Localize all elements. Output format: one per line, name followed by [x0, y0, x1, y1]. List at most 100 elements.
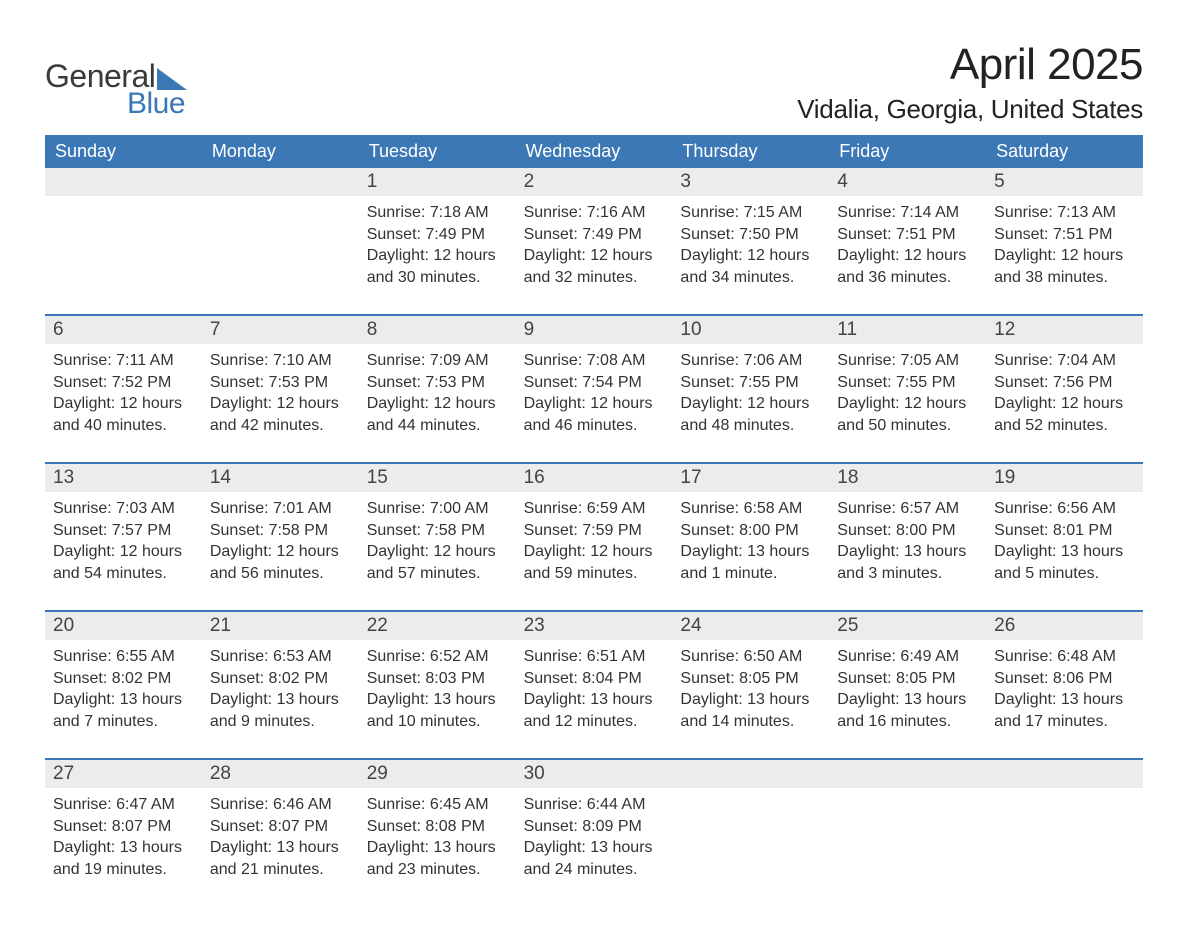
day-cell: Sunrise: 6:44 AMSunset: 8:09 PMDaylight:…: [516, 788, 673, 888]
week-row: 6789101112Sunrise: 7:11 AMSunset: 7:52 P…: [45, 314, 1143, 444]
sunset-text: Sunset: 8:02 PM: [53, 668, 194, 690]
sunrise-text: Sunrise: 7:08 AM: [524, 350, 665, 372]
sunrise-text: Sunrise: 7:04 AM: [994, 350, 1135, 372]
daylight-text: Daylight: 13 hours and 9 minutes.: [210, 689, 351, 732]
daylight-text: Daylight: 13 hours and 1 minute.: [680, 541, 821, 584]
weeks-container: 12345Sunrise: 7:18 AMSunset: 7:49 PMDayl…: [45, 168, 1143, 888]
sunrise-text: Sunrise: 7:16 AM: [524, 202, 665, 224]
day-cell: Sunrise: 7:06 AMSunset: 7:55 PMDaylight:…: [672, 344, 829, 444]
sunrise-text: Sunrise: 6:49 AM: [837, 646, 978, 668]
daynum-row: 27282930: [45, 760, 1143, 788]
sunset-text: Sunset: 7:49 PM: [524, 224, 665, 246]
daylight-text: Daylight: 12 hours and 56 minutes.: [210, 541, 351, 584]
sunrise-text: Sunrise: 7:00 AM: [367, 498, 508, 520]
daylight-text: Daylight: 12 hours and 59 minutes.: [524, 541, 665, 584]
day-number: 19: [986, 464, 1143, 492]
daynum-row: 12345: [45, 168, 1143, 196]
day-number: 24: [672, 612, 829, 640]
day-number: 21: [202, 612, 359, 640]
daylight-text: Daylight: 13 hours and 7 minutes.: [53, 689, 194, 732]
daylight-text: Daylight: 12 hours and 38 minutes.: [994, 245, 1135, 288]
day-number: 26: [986, 612, 1143, 640]
day-number: 16: [516, 464, 673, 492]
sunset-text: Sunset: 8:07 PM: [53, 816, 194, 838]
daylight-text: Daylight: 13 hours and 3 minutes.: [837, 541, 978, 584]
dow-friday: Friday: [829, 135, 986, 168]
day-cell: Sunrise: 6:47 AMSunset: 8:07 PMDaylight:…: [45, 788, 202, 888]
day-cell: Sunrise: 7:00 AMSunset: 7:58 PMDaylight:…: [359, 492, 516, 592]
daylight-text: Daylight: 12 hours and 52 minutes.: [994, 393, 1135, 436]
sunset-text: Sunset: 7:59 PM: [524, 520, 665, 542]
daylight-text: Daylight: 12 hours and 50 minutes.: [837, 393, 978, 436]
day-cell: [672, 788, 829, 888]
sunset-text: Sunset: 8:09 PM: [524, 816, 665, 838]
daylight-text: Daylight: 13 hours and 12 minutes.: [524, 689, 665, 732]
day-cell: Sunrise: 7:14 AMSunset: 7:51 PMDaylight:…: [829, 196, 986, 296]
day-number: 1: [359, 168, 516, 196]
day-number: [202, 168, 359, 196]
day-cell: Sunrise: 7:11 AMSunset: 7:52 PMDaylight:…: [45, 344, 202, 444]
daylight-text: Daylight: 13 hours and 16 minutes.: [837, 689, 978, 732]
sunrise-text: Sunrise: 6:44 AM: [524, 794, 665, 816]
sunrise-text: Sunrise: 6:51 AM: [524, 646, 665, 668]
daylight-text: Daylight: 12 hours and 44 minutes.: [367, 393, 508, 436]
sunset-text: Sunset: 8:01 PM: [994, 520, 1135, 542]
daylight-text: Daylight: 13 hours and 23 minutes.: [367, 837, 508, 880]
sunset-text: Sunset: 7:55 PM: [680, 372, 821, 394]
day-cell: Sunrise: 6:51 AMSunset: 8:04 PMDaylight:…: [516, 640, 673, 740]
sunrise-text: Sunrise: 6:46 AM: [210, 794, 351, 816]
month-title: April 2025: [797, 40, 1143, 90]
day-number: 5: [986, 168, 1143, 196]
sunrise-text: Sunrise: 6:56 AM: [994, 498, 1135, 520]
logo: General Blue: [45, 40, 220, 121]
sunset-text: Sunset: 7:58 PM: [210, 520, 351, 542]
calendar: SundayMondayTuesdayWednesdayThursdayFrid…: [45, 135, 1143, 888]
day-number: 9: [516, 316, 673, 344]
day-cell: Sunrise: 7:05 AMSunset: 7:55 PMDaylight:…: [829, 344, 986, 444]
day-number: 23: [516, 612, 673, 640]
daynum-row: 6789101112: [45, 316, 1143, 344]
day-cell: Sunrise: 6:53 AMSunset: 8:02 PMDaylight:…: [202, 640, 359, 740]
day-cell: Sunrise: 7:16 AMSunset: 7:49 PMDaylight:…: [516, 196, 673, 296]
sunrise-text: Sunrise: 7:10 AM: [210, 350, 351, 372]
daylight-text: Daylight: 13 hours and 21 minutes.: [210, 837, 351, 880]
sunrise-text: Sunrise: 6:52 AM: [367, 646, 508, 668]
day-cell: Sunrise: 6:48 AMSunset: 8:06 PMDaylight:…: [986, 640, 1143, 740]
day-number: 8: [359, 316, 516, 344]
sunset-text: Sunset: 7:56 PM: [994, 372, 1135, 394]
sunrise-text: Sunrise: 6:45 AM: [367, 794, 508, 816]
daylight-text: Daylight: 12 hours and 34 minutes.: [680, 245, 821, 288]
sunset-text: Sunset: 7:54 PM: [524, 372, 665, 394]
day-cell: [202, 196, 359, 296]
week-row: 12345Sunrise: 7:18 AMSunset: 7:49 PMDayl…: [45, 168, 1143, 296]
day-number: 20: [45, 612, 202, 640]
dow-tuesday: Tuesday: [359, 135, 516, 168]
daylight-text: Daylight: 12 hours and 40 minutes.: [53, 393, 194, 436]
day-cell: Sunrise: 7:13 AMSunset: 7:51 PMDaylight:…: [986, 196, 1143, 296]
day-cell: [45, 196, 202, 296]
day-cell: Sunrise: 7:03 AMSunset: 7:57 PMDaylight:…: [45, 492, 202, 592]
day-cell: Sunrise: 7:01 AMSunset: 7:58 PMDaylight:…: [202, 492, 359, 592]
day-number: 4: [829, 168, 986, 196]
header: General Blue April 2025 Vidalia, Georgia…: [45, 40, 1143, 125]
title-block: April 2025 Vidalia, Georgia, United Stat…: [797, 40, 1143, 125]
day-number: 2: [516, 168, 673, 196]
day-number: 28: [202, 760, 359, 788]
sunrise-text: Sunrise: 6:48 AM: [994, 646, 1135, 668]
day-number: 6: [45, 316, 202, 344]
sunset-text: Sunset: 7:55 PM: [837, 372, 978, 394]
sunset-text: Sunset: 7:58 PM: [367, 520, 508, 542]
sunrise-text: Sunrise: 7:01 AM: [210, 498, 351, 520]
dow-thursday: Thursday: [672, 135, 829, 168]
day-cell: Sunrise: 7:04 AMSunset: 7:56 PMDaylight:…: [986, 344, 1143, 444]
day-number: 25: [829, 612, 986, 640]
day-number: 22: [359, 612, 516, 640]
sunrise-text: Sunrise: 6:47 AM: [53, 794, 194, 816]
dow-wednesday: Wednesday: [516, 135, 673, 168]
sunset-text: Sunset: 8:03 PM: [367, 668, 508, 690]
sunrise-text: Sunrise: 7:06 AM: [680, 350, 821, 372]
dow-saturday: Saturday: [986, 135, 1143, 168]
daylight-text: Daylight: 13 hours and 10 minutes.: [367, 689, 508, 732]
sunrise-text: Sunrise: 6:57 AM: [837, 498, 978, 520]
day-cell: Sunrise: 6:49 AMSunset: 8:05 PMDaylight:…: [829, 640, 986, 740]
